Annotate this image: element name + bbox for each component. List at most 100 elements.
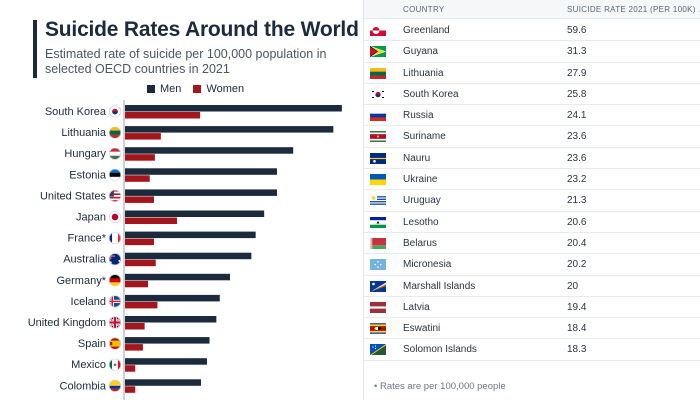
rate-cell: 20 (567, 280, 579, 292)
table-row[interactable]: Belarus 20.4 (364, 233, 700, 255)
country-cell: Russia (403, 110, 434, 122)
flag-suriname-icon (370, 131, 386, 143)
country-cell: Latvia (403, 301, 430, 313)
category-label: Japan (76, 212, 106, 224)
category-label: Hungary (64, 148, 106, 160)
table-row[interactable]: Solomon Islands 18.3 (364, 339, 700, 361)
rate-cell: 59.6 (567, 25, 587, 36)
bar-women (125, 175, 150, 182)
table-row[interactable]: South Korea 25.8 (364, 84, 700, 106)
country-cell: Lesotho (403, 216, 439, 228)
country-cell: Guyana (403, 46, 439, 58)
rate-cell: 31.3 (567, 46, 587, 58)
bar-men (125, 273, 231, 281)
flag-lesotho-icon (370, 216, 386, 228)
flag-micronesia-icon (370, 259, 386, 271)
table-row[interactable]: Latvia 19.4 (364, 297, 700, 319)
flag-uruguay-icon (370, 195, 386, 207)
table-row[interactable]: Nauru 23.6 (364, 148, 700, 170)
column-header-country[interactable]: COUNTRY (403, 5, 445, 14)
legend-item-men: Men (147, 83, 181, 95)
bar-men (125, 231, 256, 239)
flag-spain-icon (109, 337, 121, 350)
flag-south-korea-icon (370, 88, 386, 100)
flag-united-kingdom-icon (109, 316, 121, 329)
category-label: Australia (63, 254, 107, 266)
table-row[interactable]: Russia 24.1 (364, 105, 700, 127)
table-row[interactable]: Guyana 31.3 (364, 41, 700, 63)
category-label: Mexico (71, 359, 106, 371)
bar-men (125, 316, 217, 323)
flag-suriname-icon (370, 131, 386, 143)
legend-swatch-men (147, 85, 155, 93)
table-row[interactable]: Greenland 59.6 (364, 20, 700, 42)
country-cell: Belarus (403, 237, 437, 249)
country-cell: Nauru (403, 152, 431, 164)
country-cell: Suriname (403, 131, 446, 143)
rate-cell: 20.6 (567, 216, 587, 228)
legend-label-men: Men (160, 83, 182, 95)
rate-cell: 18.3 (567, 344, 587, 356)
bar-women (125, 154, 155, 161)
flag-nauru-icon (370, 152, 386, 164)
flag-solomon-islands-icon (370, 344, 386, 356)
rate-cell: 18.4 (567, 323, 587, 335)
bar-men (125, 252, 252, 260)
legend-item-women: Women (193, 83, 244, 95)
chart-legend: Men Women (147, 83, 256, 95)
flag-uruguay-icon (370, 195, 386, 207)
bar-women (125, 365, 136, 372)
rate-cell: 21.3 (567, 195, 587, 207)
country-cell: Solomon Islands (403, 344, 477, 356)
table-row[interactable]: Micronesia 20.2 (364, 254, 700, 276)
country-cell: Micronesia (403, 259, 452, 271)
country-cell: Greenland (403, 25, 450, 36)
column-header-rate[interactable]: SUICIDE RATE 2021 (PER 100K) ↓ (567, 5, 700, 14)
table-row[interactable]: Lithuania 27.9 (364, 63, 700, 84)
bar-men (125, 147, 294, 154)
rate-cell: 23.2 (567, 174, 587, 186)
flag-russia-icon (370, 110, 386, 122)
category-label: Iceland (71, 296, 106, 308)
table-row[interactable]: Lesotho 20.6 (364, 212, 700, 233)
footnote-text: Rates are per 100,000 people (379, 381, 506, 392)
country-cell: Eswatini (403, 323, 441, 335)
bar-men (125, 189, 277, 196)
table-row[interactable]: Ukraine 23.2 (364, 169, 700, 191)
chart-panel: Suicide Rates Around the World Estimated… (27, 18, 359, 400)
bar-women (125, 323, 145, 330)
flag-guyana-icon (370, 46, 386, 58)
country-cell: Marshall Islands (403, 280, 476, 292)
bar-men (125, 358, 207, 365)
rate-cell: 25.8 (567, 88, 587, 100)
table-panel: COUNTRY SUICIDE RATE 2021 (PER 100K) ↓ G… (364, 0, 700, 400)
table-row[interactable]: Eswatini 18.4 (364, 318, 700, 340)
flag-solomon-islands-icon (370, 344, 386, 356)
table-row[interactable]: Uruguay 21.3 (364, 190, 700, 212)
flag-japan-icon (109, 211, 121, 223)
country-cell: Uruguay (403, 195, 441, 207)
category-label: United Kingdom (28, 317, 106, 329)
category-label: Spain (78, 338, 106, 350)
panel-divider (363, 0, 364, 400)
country-cell: South Korea (403, 88, 459, 100)
flag-ukraine-icon (370, 174, 386, 186)
flag-iceland-icon (109, 295, 121, 308)
table-row[interactable]: Suriname 23.6 (364, 126, 700, 148)
category-label: United States (40, 190, 107, 202)
table-row[interactable]: Marshall Islands 20 (364, 276, 700, 297)
flag-marshall-islands-icon (370, 280, 386, 292)
category-label: France* (67, 233, 106, 245)
bar-women (125, 386, 136, 393)
bar-men (125, 105, 342, 112)
flag-lesotho-icon (370, 216, 386, 228)
bar-men (125, 337, 210, 344)
table-footnote: • Rates are per 100,000 people (374, 381, 506, 392)
bar-men (125, 168, 277, 175)
flag-micronesia-icon (370, 259, 386, 271)
flag-estonia-icon (109, 168, 121, 181)
bar-women (125, 238, 155, 246)
flag-france-icon (109, 232, 121, 245)
bar-women (125, 280, 149, 288)
